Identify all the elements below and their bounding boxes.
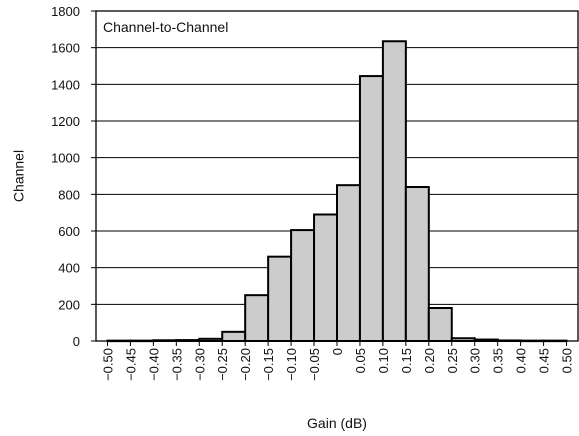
y-tick-label: 1200	[51, 114, 80, 129]
histogram-bar	[290, 229, 316, 342]
y-tick-label: 0	[73, 334, 80, 349]
x-tick-label: 0.45	[537, 348, 552, 373]
x-tick-label: −0.35	[169, 348, 184, 381]
histogram-bar	[381, 40, 407, 342]
histogram-bar	[358, 75, 384, 342]
x-tick-label: −0.40	[146, 348, 161, 381]
y-tick-label: 400	[58, 261, 80, 276]
y-axis-title: Channel	[11, 150, 27, 202]
x-tick-label: −0.15	[261, 348, 276, 381]
x-tick-label: −0.05	[307, 348, 322, 381]
x-tick-label: 0.35	[491, 348, 506, 373]
bars	[106, 40, 568, 343]
x-tick-label: −0.20	[238, 348, 253, 381]
y-tick-label: 1600	[51, 41, 80, 56]
x-tick-label: 0.30	[468, 348, 483, 373]
x-tick-label: −0.25	[215, 348, 230, 381]
y-tick-label: 800	[58, 187, 80, 202]
histogram-bar	[404, 186, 430, 342]
histogram-bar	[313, 213, 338, 342]
histogram-bar	[267, 255, 293, 342]
y-tick-label: 600	[58, 224, 80, 239]
histogram-bar	[221, 330, 247, 343]
x-tick-label: 0	[330, 348, 345, 355]
x-axis-title: Gain (dB)	[307, 415, 367, 431]
x-tick-label: −0.30	[192, 348, 207, 381]
histogram-bar	[336, 184, 361, 342]
y-tick-label: 200	[58, 297, 80, 312]
x-tick-label: 0.50	[560, 348, 575, 373]
x-tick-label: −0.10	[284, 348, 299, 381]
x-tick-label: −0.45	[123, 348, 138, 381]
x-axis-ticks: −0.50 −0.45 −0.40 −0.35 −0.30 −0.25 −0.20 −0.15…	[100, 341, 575, 381]
y-tick-label: 1000	[51, 151, 80, 166]
histogram-bar	[244, 294, 270, 342]
histogram-bar	[427, 307, 453, 342]
x-tick-label: 0.40	[514, 348, 529, 373]
x-tick-label: 0.15	[399, 348, 414, 373]
x-tick-label: 0.20	[422, 348, 437, 373]
legend-label: Channel-to-Channel	[103, 19, 228, 35]
x-tick-label: 0.25	[445, 348, 460, 373]
y-tick-label: 1400	[51, 77, 80, 92]
y-axis-ticks: 0 200 400 600 800 1000 1200 1400 1600 1800	[51, 4, 96, 349]
x-tick-label: 0.10	[376, 348, 391, 373]
x-tick-label: 0.05	[353, 348, 368, 373]
x-tick-label: −0.50	[100, 348, 115, 381]
y-tick-label: 1800	[51, 4, 80, 19]
